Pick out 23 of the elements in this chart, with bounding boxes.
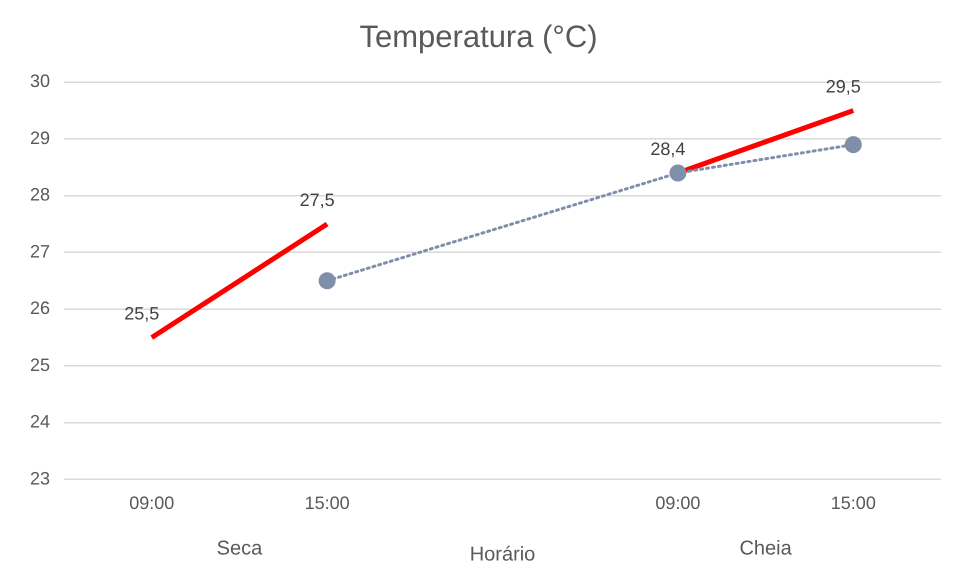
y-tick-label: 23	[30, 468, 50, 488]
point	[318, 272, 336, 290]
y-tick-label: 24	[30, 412, 50, 432]
y-tick-label: 28	[30, 184, 50, 205]
point	[669, 164, 686, 182]
x-tick-label: 09:00	[129, 493, 174, 514]
y-tick-label: 26	[30, 298, 50, 318]
chart-title: Temperatura (°C)	[359, 19, 598, 54]
y-tick-label: 29	[30, 128, 50, 148]
y-tick-label: 30	[30, 71, 50, 92]
data-label: 25,5	[124, 304, 160, 324]
x-tick-label: 09:00	[655, 493, 700, 514]
text: Seca	[216, 538, 264, 560]
x-axis-title: Horário	[470, 544, 536, 566]
data-label: 29,5	[826, 76, 861, 97]
x-tick-label: 15:00	[830, 493, 876, 514]
data-label: 28,4	[650, 138, 686, 159]
y-tick-label: 27	[30, 241, 50, 262]
x-tick-label: 15:00	[304, 493, 350, 514]
point	[844, 136, 862, 154]
data-label: 27,5	[300, 190, 335, 210]
y-tick-label: 25	[30, 354, 50, 375]
text: Cheia	[739, 538, 793, 560]
